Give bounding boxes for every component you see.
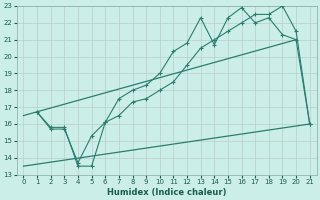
X-axis label: Humidex (Indice chaleur): Humidex (Indice chaleur) <box>107 188 226 197</box>
